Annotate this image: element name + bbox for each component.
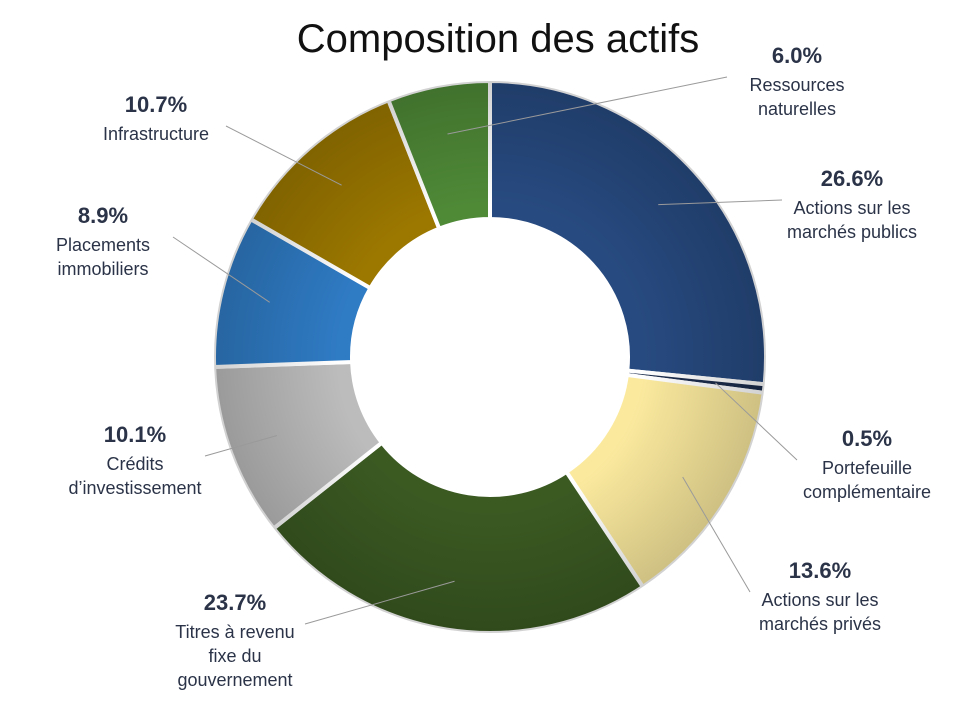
leader-line-7	[447, 76, 728, 135]
slice-percent-label-2: 13.6%	[789, 558, 851, 583]
slice-category-label-4-line-1: d’investissement	[68, 478, 201, 498]
slice-percent-label-4: 10.1%	[104, 422, 166, 447]
slice-percent-label-1: 0.5%	[842, 426, 892, 451]
slice-category-label-0-line-0: Actions sur les	[793, 198, 910, 218]
slice-percent-label-0: 26.6%	[821, 166, 883, 191]
slice-category-label-3-line-2: gouvernement	[177, 670, 292, 690]
slice-category-label-2-line-1: marchés privés	[759, 614, 881, 634]
slice-category-label-5-line-1: immobiliers	[57, 259, 148, 279]
slice-category-label-2-line-0: Actions sur les	[761, 590, 878, 610]
leader-line-2	[682, 476, 751, 593]
chart-title: Composition des actifs	[297, 17, 699, 61]
leader-lines-group	[172, 76, 798, 625]
slice-percent-label-5: 8.9%	[78, 203, 128, 228]
slice-category-label-7-line-1: naturelles	[758, 99, 836, 119]
slice-category-label-5-line-0: Placements	[56, 235, 150, 255]
slice-percent-label-3: 23.7%	[204, 590, 266, 615]
leader-line-4	[204, 435, 278, 457]
slice-percent-label-7: 6.0%	[772, 43, 822, 68]
donut-hole	[354, 221, 626, 493]
leader-line-3	[304, 580, 455, 625]
leader-line-1	[715, 382, 798, 461]
slice-category-label-1-line-0: Portefeuille	[822, 458, 912, 478]
slice-category-label-3-line-1: fixe du	[208, 646, 261, 666]
leader-line-6	[225, 125, 342, 186]
labels-group: 26.6% Actions sur les marchés publics 0.5% P…	[56, 43, 931, 690]
slice-category-label-0-line-1: marchés publics	[787, 222, 917, 242]
slice-category-label-3-line-0: Titres à revenu	[175, 622, 294, 642]
slice-category-label-4-line-0: Crédits	[106, 454, 163, 474]
slices-group	[212, 78, 768, 635]
slice-category-label-1-line-1: complémentaire	[803, 482, 931, 502]
slice-category-label-7-line-0: Ressources	[749, 75, 844, 95]
leader-line-5	[172, 236, 270, 303]
leader-line-0	[658, 199, 783, 206]
slice-category-label-6-line-0: Infrastructure	[103, 124, 209, 144]
slice-percent-label-6: 10.7%	[125, 92, 187, 117]
